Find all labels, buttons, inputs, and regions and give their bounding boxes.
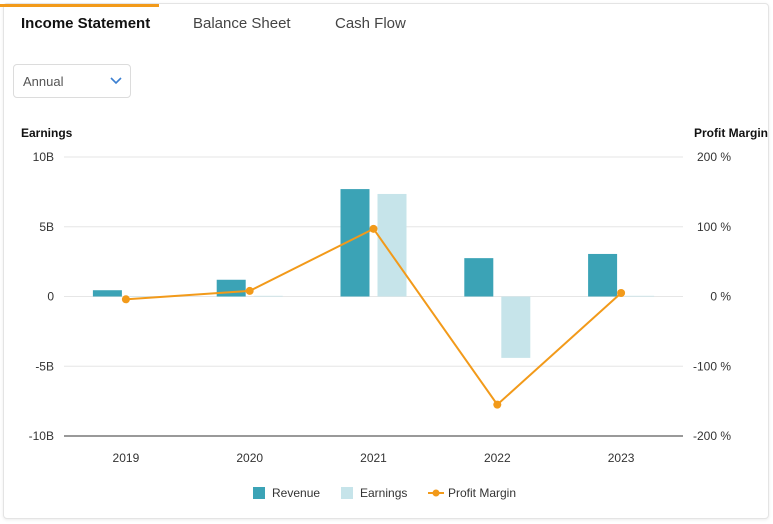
earnings-bar	[625, 295, 655, 297]
legend-earnings-swatch	[341, 487, 353, 499]
profit-margin-line	[125, 227, 622, 407]
left-axis-tick: 5B	[39, 220, 54, 234]
revenue-bar	[464, 258, 494, 297]
revenue-bar	[92, 290, 122, 297]
legend-profit-margin-swatch	[428, 489, 444, 497]
profit-margin-point	[493, 400, 502, 409]
revenue-bar	[588, 253, 618, 297]
right-axis-tick: 100 %	[697, 220, 731, 234]
chevron-down-icon	[110, 77, 122, 85]
legend-profit-margin-label: Profit Margin	[448, 486, 517, 500]
chart-legend: Revenue Earnings Profit Margin	[0, 485, 773, 501]
period-dropdown[interactable]: Annual	[13, 64, 131, 98]
profit-margin-point	[121, 295, 130, 304]
left-axis-tick: 10B	[33, 150, 54, 164]
earnings-bar	[253, 295, 283, 297]
revenue-bar	[216, 279, 246, 297]
legend-earnings-label: Earnings	[360, 486, 408, 500]
x-axis-tick: 2023	[608, 451, 635, 465]
x-axis-tick: 2021	[360, 451, 387, 465]
x-axis-tick: 2020	[236, 451, 263, 465]
left-axis-tick: 0	[47, 290, 54, 304]
x-axis-tick: 2022	[484, 451, 511, 465]
profit-margin-point	[617, 289, 626, 298]
right-axis-tick: -100 %	[693, 359, 731, 373]
legend-revenue-swatch	[253, 487, 265, 499]
left-axis-title: Earnings	[21, 126, 73, 140]
legend-revenue-label: Revenue	[272, 486, 321, 500]
tab-balance-sheet[interactable]: Balance Sheet	[193, 15, 291, 32]
left-axis-tick: -5B	[35, 359, 54, 373]
period-dropdown-value: Annual	[23, 74, 64, 89]
legend-profit-margin[interactable]: Profit Margin	[428, 485, 516, 501]
tab-cash-flow[interactable]: Cash Flow	[335, 15, 406, 32]
profit-margin-point	[369, 224, 378, 233]
right-axis-tick: -200 %	[693, 429, 731, 443]
legend-revenue[interactable]: Revenue	[253, 485, 320, 501]
tab-income-statement[interactable]: Income Statement	[21, 15, 151, 32]
profit-margin-point	[245, 286, 254, 295]
active-tab-indicator	[0, 4, 159, 7]
right-axis-title: Profit Margin	[694, 126, 768, 140]
statement-tabs: Income Statement Balance Sheet Cash Flow	[0, 0, 773, 44]
earnings-bar	[501, 296, 531, 358]
left-axis-tick: -10B	[29, 429, 54, 443]
right-axis-tick: 200 %	[697, 150, 731, 164]
legend-earnings[interactable]: Earnings	[341, 485, 407, 501]
right-axis-tick: 0 %	[710, 290, 731, 304]
earnings-bar	[129, 296, 159, 297]
earnings-bar	[377, 193, 407, 297]
x-axis-tick: 2019	[113, 451, 140, 465]
